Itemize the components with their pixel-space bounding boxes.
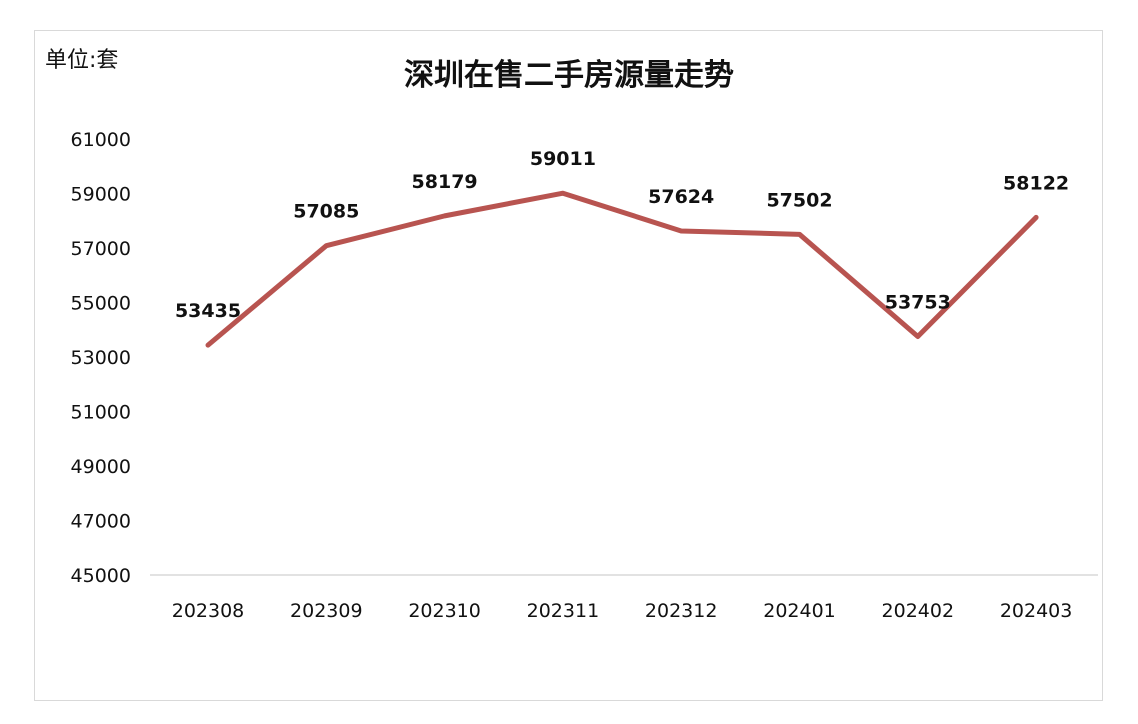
- data-label: 53753: [885, 291, 951, 313]
- x-axis: 202308 202309 202310 202311 202312 202401 2024…: [172, 600, 1073, 622]
- y-tick-label: 45000: [71, 565, 131, 587]
- unit-label: 单位:套: [45, 48, 119, 73]
- y-tick-label: 59000: [71, 184, 131, 206]
- data-label: 58122: [1003, 172, 1069, 194]
- data-label: 53435: [175, 300, 241, 322]
- data-label: 57624: [648, 186, 714, 208]
- series-line: [205, 190, 1039, 348]
- y-tick-label: 55000: [71, 293, 131, 315]
- y-tick-label: 61000: [71, 129, 131, 151]
- x-tick-label: 202308: [172, 600, 245, 622]
- y-tick-label: 53000: [71, 347, 131, 369]
- y-tick-label: 47000: [71, 511, 131, 533]
- x-tick-label: 202309: [290, 600, 363, 622]
- y-axis: 45000 47000 49000 51000 53000 55000 57000 59000…: [71, 129, 131, 587]
- x-tick-label: 202311: [527, 600, 600, 622]
- x-tick-label: 202403: [1000, 600, 1073, 622]
- x-tick-label: 202401: [763, 600, 836, 622]
- x-tick-label: 202402: [882, 600, 955, 622]
- data-labels: 53435 57085 58179 59011 57624 57502 53753 58122: [175, 148, 1069, 322]
- data-label: 57085: [293, 201, 359, 223]
- chart-frame: [34, 30, 1103, 701]
- data-label: 58179: [412, 171, 478, 193]
- chart-title: 深圳在售二手房源量走势: [404, 58, 734, 93]
- data-label: 57502: [766, 189, 832, 211]
- data-label: 59011: [530, 148, 596, 170]
- y-tick-label: 51000: [71, 402, 131, 424]
- x-tick-label: 202310: [408, 600, 481, 622]
- y-tick-label: 49000: [71, 456, 131, 478]
- x-tick-label: 202312: [645, 600, 718, 622]
- y-tick-label: 57000: [71, 238, 131, 260]
